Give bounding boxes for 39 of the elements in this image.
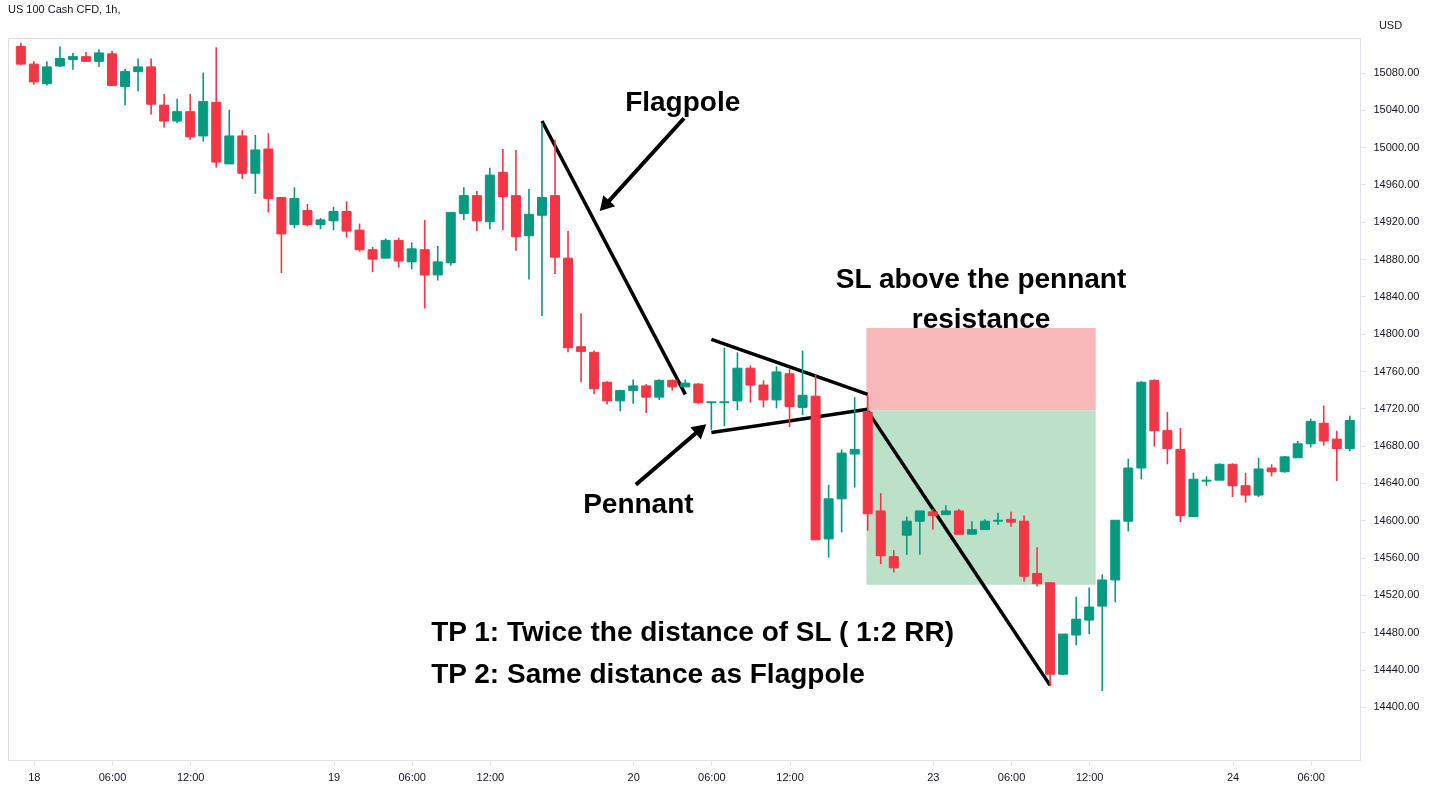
chart-title: US 100 Cash CFD, 1h, [8,3,121,15]
y-tick-label: 15040.00 [1373,103,1420,116]
y-tick-label: 14720.00 [1373,401,1420,414]
x-tick-label: 12:00 [1075,770,1104,783]
x-tick-label: 23 [927,770,940,783]
y-tick-label: 14800.00 [1373,327,1420,340]
x-tick-label: 12:00 [176,770,205,783]
y-tick-label: 14960.00 [1373,177,1420,190]
y-tick-label: 14440.00 [1373,663,1420,676]
y-tick-label: 14920.00 [1373,215,1420,228]
x-tick-label: 06:00 [1297,770,1325,783]
x-tick-label: 06:00 [98,770,127,783]
y-tick-label: 14520.00 [1373,588,1420,601]
x-tick-label: 20 [627,770,640,783]
y-tick-label: 14680.00 [1373,439,1420,452]
y-tick-label: 14840.00 [1373,289,1420,302]
y-tick-label: 14560.00 [1373,551,1420,564]
x-tick-label: 19 [327,770,341,783]
annotation: TP 2: Same distance as Flagpole [431,658,865,690]
annotation: TP 1: Twice the distance of SL ( 1:2 RR) [431,616,955,648]
y-tick-label: 14880.00 [1373,252,1420,265]
y-tick-label: 14600.00 [1373,513,1420,526]
annotation: Flagpole [625,86,741,118]
annotation: SL above the pennant resistance [835,262,1127,334]
y-tick-label: 14400.00 [1373,700,1420,713]
x-tick-label: 06:00 [997,770,1026,783]
x-tick-label: 12:00 [476,770,505,783]
y-tick-label: 14760.00 [1373,364,1420,377]
y-tick-label: 15000.00 [1373,140,1420,153]
annotation: Pennant [583,488,694,520]
y-axis-title: USD [1378,18,1403,31]
y-tick-label: 14640.00 [1373,476,1420,489]
y-tick-label: 15080.00 [1373,66,1420,79]
x-tick-label: 18 [28,770,41,783]
y-tick-label: 14480.00 [1373,625,1420,638]
x-tick-label: 12:00 [776,770,804,783]
x-tick-label: 06:00 [698,770,726,783]
x-tick-label: 24 [1226,770,1240,783]
x-tick-label: 06:00 [398,770,426,783]
